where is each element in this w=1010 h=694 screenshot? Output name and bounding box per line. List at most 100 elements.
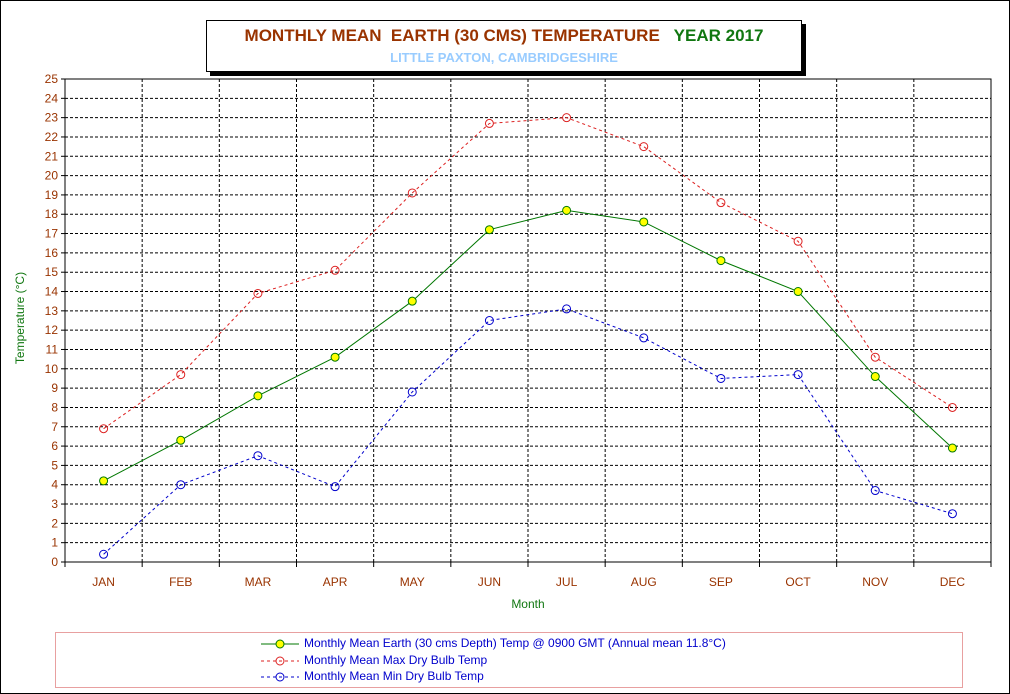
data-point-max <box>947 402 957 412</box>
data-point-max <box>407 188 417 198</box>
data-point-max <box>793 236 803 246</box>
data-point-earth <box>562 205 572 215</box>
data-point-min <box>99 549 109 559</box>
data-point-max <box>870 352 880 362</box>
plot-border <box>64 78 992 563</box>
x-tick-label: OCT <box>785 575 811 589</box>
data-point-max <box>253 288 263 298</box>
data-point-earth <box>639 217 649 227</box>
x-tick-label: AUG <box>631 575 657 589</box>
x-tick-label: MAY <box>400 575 425 589</box>
data-point-earth <box>176 435 186 445</box>
legend-label-max: Monthly Mean Max Dry Bulb Temp <box>304 653 488 667</box>
series-min <box>99 304 957 559</box>
x-tick-label: JAN <box>92 575 115 589</box>
y-tick-label: 7 <box>51 420 58 434</box>
data-point-max <box>99 424 109 434</box>
y-tick-label: 10 <box>45 362 59 376</box>
x-tick-label: MAR <box>245 575 272 589</box>
y-tick-label: 5 <box>51 458 58 472</box>
legend: Monthly Mean Earth (30 cms Depth) Temp @… <box>55 632 963 688</box>
data-point-max <box>562 113 572 123</box>
y-axis-title: Temperature (°C) <box>13 272 27 364</box>
axes <box>61 78 992 567</box>
data-point-max <box>639 142 649 152</box>
data-point-earth <box>330 352 340 362</box>
x-tick-label: FEB <box>169 575 192 589</box>
y-tick-label: 20 <box>45 169 59 183</box>
chart-title-year: YEAR 2017 <box>673 26 764 45</box>
data-point-max <box>176 370 186 380</box>
y-tick-label: 2 <box>51 516 58 530</box>
y-tick-label: 22 <box>45 130 59 144</box>
x-tick-labels: JAN FEB MAR APR MAY JUN JUL AUG SEP OCT NOV DEC <box>92 575 965 589</box>
data-point-max <box>484 118 494 128</box>
y-tick-label: 8 <box>51 400 58 414</box>
data-point-min <box>639 333 649 343</box>
y-tick-label: 21 <box>45 149 59 163</box>
y-tick-label: 4 <box>51 478 58 492</box>
chart-title: MONTHLY MEAN EARTH (30 CMS) TEMPERATURE … <box>207 26 801 46</box>
legend-swatch-min <box>261 672 299 682</box>
series-line-max <box>103 117 953 430</box>
y-tick-label: 0 <box>51 555 58 569</box>
x-axis-title: Month <box>511 597 544 611</box>
data-point-max <box>716 198 726 208</box>
y-tick-label: 19 <box>45 188 59 202</box>
data-point-min <box>562 304 572 314</box>
data-point-min <box>716 373 726 383</box>
y-tick-label: 18 <box>45 207 59 221</box>
data-point-earth <box>407 296 417 306</box>
data-point-earth <box>716 256 726 266</box>
y-tick-label: 13 <box>45 304 59 318</box>
x-tick-label: APR <box>323 575 348 589</box>
data-point-min <box>176 480 186 490</box>
y-tick-label: 23 <box>45 111 59 125</box>
y-tick-label: 24 <box>45 91 59 105</box>
series-earth <box>99 205 957 486</box>
data-point-min <box>793 370 803 380</box>
data-point-min <box>870 486 880 496</box>
data-point-min <box>947 509 957 519</box>
data-point-earth <box>870 372 880 382</box>
chart-subtitle: LITTLE PAXTON, CAMBRIDGESHIRE <box>390 50 618 65</box>
y-tick-label: 12 <box>45 323 59 337</box>
chart-title-main: MONTHLY MEAN EARTH (30 CMS) TEMPERATURE <box>244 26 660 45</box>
data-series <box>99 113 957 559</box>
y-tick-label: 14 <box>45 285 59 299</box>
y-tick-label: 17 <box>45 227 59 241</box>
y-tick-label: 16 <box>45 246 59 260</box>
data-point-earth <box>484 225 494 235</box>
x-tick-label: JUN <box>478 575 501 589</box>
x-tick-label: NOV <box>862 575 888 589</box>
data-point-min <box>253 451 263 461</box>
y-tick-label: 25 <box>45 72 59 86</box>
y-tick-label: 6 <box>51 439 58 453</box>
legend-swatch-max <box>261 656 299 666</box>
y-tick-label: 9 <box>51 381 58 395</box>
legend-label-min: Monthly Mean Min Dry Bulb Temp <box>304 669 484 683</box>
data-point-earth <box>99 476 109 486</box>
data-point-min <box>407 387 417 397</box>
data-point-min <box>484 316 494 325</box>
grid-lines <box>65 79 991 562</box>
y-tick-labels: 0123456789101112131415161718192021222324… <box>45 72 59 569</box>
y-tick-label: 1 <box>51 536 58 550</box>
title-box: MONTHLY MEAN EARTH (30 CMS) TEMPERATURE … <box>206 20 802 72</box>
data-point-earth <box>947 443 957 453</box>
series-line-min <box>103 308 953 555</box>
data-point-min <box>330 482 340 492</box>
y-tick-label: 15 <box>45 265 59 279</box>
series-max <box>99 113 957 434</box>
data-point-max <box>330 265 340 275</box>
series-line-earth <box>103 209 953 482</box>
x-tick-label: JUL <box>556 575 578 589</box>
x-tick-label: DEC <box>940 575 966 589</box>
data-point-earth <box>793 287 803 297</box>
x-tick-label: SEP <box>709 575 733 589</box>
legend-label-earth: Monthly Mean Earth (30 cms Depth) Temp @… <box>304 636 726 650</box>
legend-swatch-earth <box>261 639 299 649</box>
data-point-earth <box>253 391 263 401</box>
y-tick-label: 3 <box>51 497 58 511</box>
